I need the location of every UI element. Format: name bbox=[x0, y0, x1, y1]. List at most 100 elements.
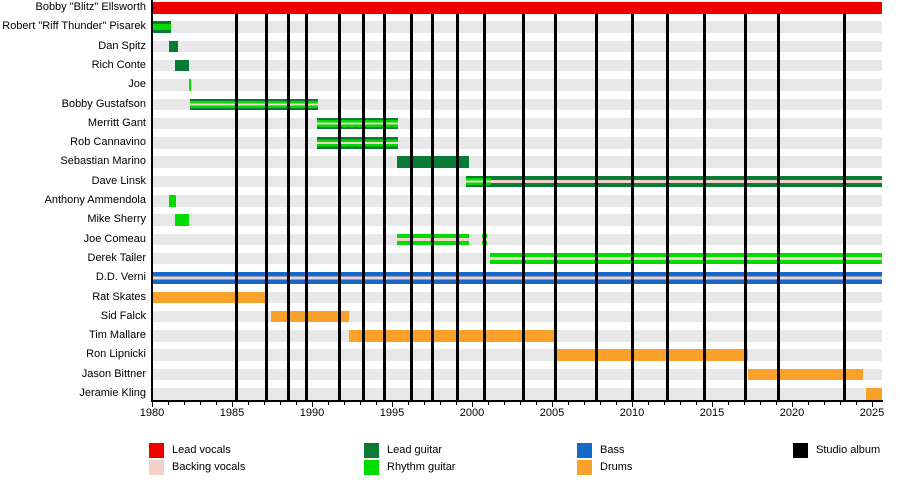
studio-album-line bbox=[409, 14, 413, 401]
axis-tick bbox=[776, 401, 777, 405]
axis-tick bbox=[296, 401, 297, 405]
axis-tick bbox=[680, 401, 681, 405]
member-bar bbox=[491, 175, 882, 188]
row-background bbox=[152, 195, 882, 207]
axis-tick bbox=[728, 401, 729, 405]
axis-tick bbox=[600, 401, 601, 405]
axis-tick-label: 1995 bbox=[379, 407, 405, 419]
axis-tick bbox=[456, 401, 457, 405]
member-bar bbox=[175, 59, 189, 72]
member-bar bbox=[271, 310, 349, 323]
axis-tick-label: 2010 bbox=[619, 407, 645, 419]
axis-tick-label: 2015 bbox=[699, 407, 725, 419]
studio-album-line bbox=[431, 14, 435, 401]
row-background bbox=[152, 21, 882, 33]
member-bar bbox=[490, 252, 882, 265]
axis-tick bbox=[376, 401, 377, 405]
axis-tick bbox=[568, 401, 569, 405]
axis-tick-label: 2020 bbox=[779, 407, 805, 419]
studio-album-line bbox=[776, 14, 780, 401]
axis-tick bbox=[200, 401, 201, 405]
axis-tick bbox=[696, 401, 697, 405]
studio-album-line bbox=[337, 14, 341, 401]
row-background bbox=[152, 291, 882, 303]
axis-tick bbox=[312, 401, 313, 407]
axis-tick bbox=[168, 401, 169, 405]
member-name: Bobby "Blitz" Ellsworth bbox=[35, 1, 146, 13]
legend-label: Rhythm guitar bbox=[387, 461, 456, 473]
axis-tick bbox=[216, 401, 217, 405]
member-bar bbox=[748, 368, 864, 381]
row-background bbox=[152, 59, 882, 72]
member-name: Mike Sherry bbox=[87, 213, 146, 226]
member-bar bbox=[175, 214, 189, 226]
member-name: Sebastian Marino bbox=[60, 155, 146, 168]
member-bar bbox=[316, 137, 398, 149]
axis-tick bbox=[536, 401, 537, 405]
axis-tick bbox=[856, 401, 857, 405]
member-name: D.D. Verni bbox=[95, 271, 146, 284]
axis-tick bbox=[616, 401, 617, 405]
studio-album-line bbox=[595, 14, 599, 401]
row-background bbox=[152, 349, 882, 361]
axis-tick bbox=[792, 401, 793, 407]
member-name: Jason Bittner bbox=[81, 367, 146, 380]
axis-tick-label: 1985 bbox=[219, 407, 245, 419]
axis-tick bbox=[760, 401, 761, 405]
axis-tick bbox=[808, 401, 809, 405]
member-bar bbox=[556, 349, 748, 361]
axis-tick bbox=[152, 401, 153, 407]
studio-album-line bbox=[702, 14, 706, 401]
axis-tick bbox=[360, 401, 361, 405]
member-name: Anthony Ammendola bbox=[44, 194, 146, 206]
studio-album-line bbox=[361, 14, 365, 401]
axis-tick-label: 2025 bbox=[859, 407, 885, 419]
axis-tick bbox=[248, 401, 249, 405]
axis-tick-label: 2000 bbox=[459, 407, 485, 419]
axis-tick bbox=[392, 401, 393, 407]
member-name: Rat Skates bbox=[92, 290, 146, 303]
studio-album-line bbox=[304, 14, 308, 401]
bass-swatch bbox=[577, 443, 592, 458]
member-name: Joe bbox=[128, 78, 146, 91]
legend-label: Studio album bbox=[816, 444, 881, 456]
studio-album-line bbox=[382, 14, 386, 401]
axis-tick bbox=[712, 401, 713, 407]
legend-label: Lead guitar bbox=[387, 444, 443, 456]
row-background bbox=[152, 310, 882, 323]
axis-tick bbox=[280, 401, 281, 405]
member-name: Joe Comeau bbox=[83, 232, 146, 245]
studio-album-line bbox=[264, 14, 268, 401]
member-name: Bobby Gustafson bbox=[61, 97, 146, 110]
legend-label: Backing vocals bbox=[172, 461, 246, 473]
member-bar bbox=[348, 330, 557, 342]
lead-guitar-swatch bbox=[364, 443, 379, 458]
row-background bbox=[152, 368, 882, 381]
axis-tick bbox=[232, 401, 233, 407]
studio-album-line bbox=[744, 14, 748, 401]
row-background bbox=[152, 214, 882, 226]
row-background bbox=[152, 388, 882, 400]
member-bar bbox=[152, 21, 172, 33]
axis-tick bbox=[840, 401, 841, 405]
member-name: Robert "Riff Thunder" Pisarek bbox=[2, 20, 146, 33]
studio-album-line bbox=[235, 14, 239, 401]
member-name: Rob Cannavino bbox=[70, 136, 146, 149]
row-background bbox=[152, 98, 882, 110]
axis-tick bbox=[520, 401, 521, 405]
member-name: Dave Linsk bbox=[91, 174, 146, 187]
legend-label: Bass bbox=[600, 444, 625, 456]
studio-album-line bbox=[456, 14, 460, 401]
member-name: Dan Spitz bbox=[98, 39, 146, 52]
row-background bbox=[152, 233, 882, 246]
axis-tick bbox=[264, 401, 265, 405]
member-name: Jeramie Kling bbox=[79, 387, 146, 399]
row-background bbox=[152, 156, 882, 168]
studio-album-line bbox=[843, 14, 847, 401]
axis-tick bbox=[344, 401, 345, 405]
axis-tick bbox=[424, 401, 425, 405]
studio-album-swatch bbox=[793, 443, 808, 458]
row-background bbox=[152, 40, 882, 53]
legend-label: Lead vocals bbox=[172, 444, 231, 456]
